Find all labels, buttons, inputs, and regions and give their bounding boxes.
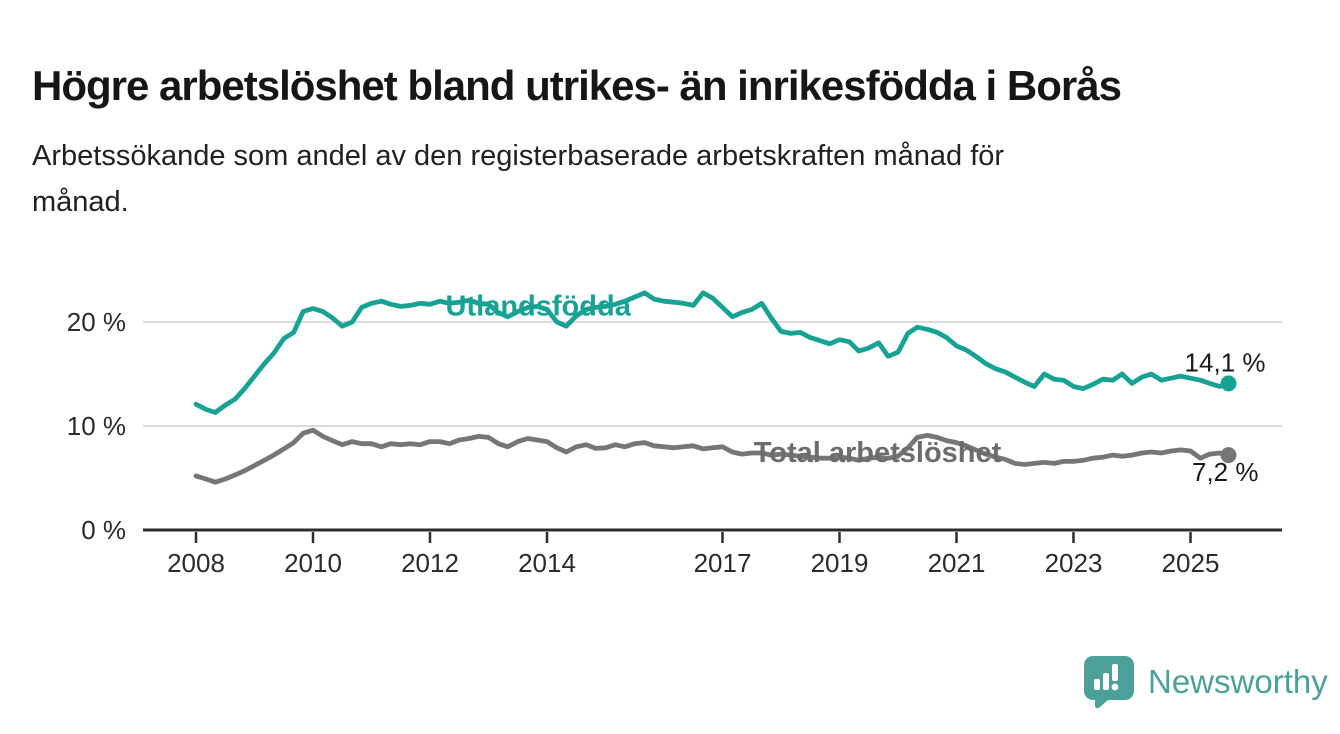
end-value-label-utlandsfodda: 14,1 % — [1185, 347, 1266, 377]
series-endpoint-dot-total — [1220, 447, 1237, 464]
newsworthy-logo-text: Newsworthy — [1148, 663, 1328, 700]
x-axis-label: 2014 — [518, 548, 576, 578]
y-axis-label: 0 % — [81, 515, 126, 545]
page-title: Högre arbetslöshet bland utrikes- än inr… — [32, 62, 1122, 110]
newsworthy-branding: Newsworthy — [1084, 656, 1328, 708]
series-name-label-utlandsfodda: Utlandsfödda — [446, 290, 632, 322]
y-axis-label: 10 % — [67, 411, 126, 441]
unemployment-line-chart: 0 % 10 % 20 % 2008 2010 2012 2014 2017 2019 2021 2… — [67, 290, 1282, 578]
x-axis-label: 2019 — [811, 548, 869, 578]
newsworthy-logo-icon — [1084, 656, 1134, 708]
x-axis-label: 2012 — [401, 548, 459, 578]
x-axis-label: 2010 — [284, 548, 342, 578]
x-axis-label: 2025 — [1162, 548, 1220, 578]
subtitle-line-1: Arbetssökande som andel av den registerb… — [32, 140, 1005, 172]
series-endpoint-dot-utlandsfodda — [1220, 375, 1237, 392]
chart-subtitle: Arbetssökande som andel av den registerb… — [32, 133, 1302, 225]
series-line-total — [193, 427, 1231, 485]
series-name-label-total: Total arbetslöshet — [754, 437, 1002, 469]
end-value-label-total: 7,2 % — [1192, 457, 1259, 487]
x-axis-label: 2008 — [167, 548, 225, 578]
series-line-utlandsfodda — [193, 290, 1231, 415]
x-axis-label: 2017 — [694, 548, 752, 578]
x-axis-label: 2023 — [1045, 548, 1103, 578]
y-axis-label: 20 % — [67, 307, 126, 337]
x-axis-label: 2021 — [928, 548, 986, 578]
subtitle-line-2: månad. — [32, 186, 129, 218]
